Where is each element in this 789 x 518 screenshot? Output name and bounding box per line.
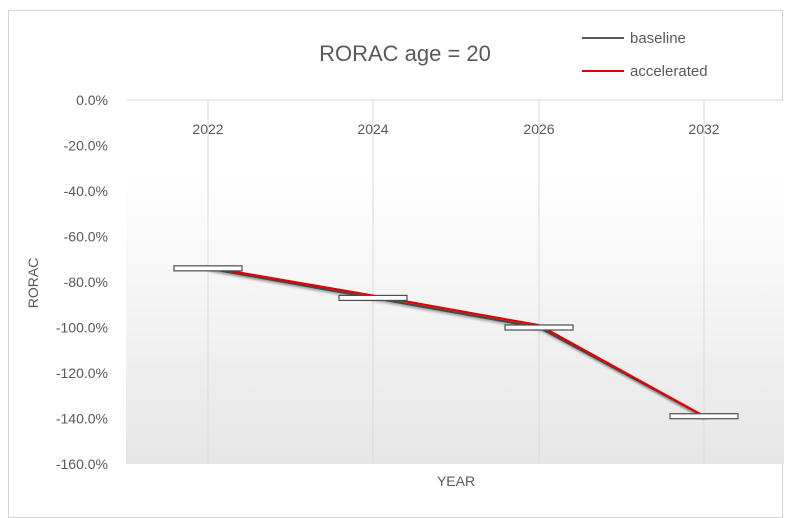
point-marker-2024 bbox=[338, 294, 408, 302]
gridlines bbox=[126, 99, 784, 464]
x-tick-label: 2032 bbox=[688, 121, 719, 137]
y-tick-labels: 0.0% -20.0% -40.0% -60.0% -80.0% -100.0% -120.… bbox=[56, 92, 108, 472]
y-tick-label: -40.0% bbox=[64, 183, 108, 199]
point-marker-2026 bbox=[504, 324, 574, 331]
y-tick-label: -100.0% bbox=[56, 320, 108, 336]
y-tick-label: -160.0% bbox=[56, 456, 108, 472]
x-tick-label: 2022 bbox=[192, 121, 223, 137]
legend-label-accelerated: accelerated bbox=[630, 63, 708, 80]
series-lines bbox=[207, 266, 705, 418]
y-tick-label: -20.0% bbox=[64, 138, 108, 154]
x-tick-label: 2024 bbox=[357, 121, 388, 137]
y-axis-title: RORAC bbox=[25, 258, 41, 309]
y-tick-label: -120.0% bbox=[56, 365, 108, 381]
x-axis-title: YEAR bbox=[437, 473, 475, 489]
point-marker-2022 bbox=[173, 265, 243, 272]
point-marker-2032 bbox=[669, 413, 739, 420]
series-line-accelerated bbox=[207, 266, 705, 418]
chart-title: RORAC age = 20 bbox=[319, 41, 491, 66]
x-tick-label: 2026 bbox=[523, 121, 554, 137]
y-tick-label: -80.0% bbox=[64, 274, 108, 290]
plot-area bbox=[126, 100, 784, 464]
legend: baseline accelerated bbox=[582, 30, 708, 80]
point-markers bbox=[173, 265, 739, 420]
y-tick-label: 0.0% bbox=[76, 92, 108, 108]
y-tick-label: -60.0% bbox=[64, 229, 108, 245]
y-tick-label: -140.0% bbox=[56, 411, 108, 427]
legend-label-baseline: baseline bbox=[630, 30, 686, 47]
x-tick-labels: 2022 2024 2026 2032 bbox=[192, 121, 719, 137]
